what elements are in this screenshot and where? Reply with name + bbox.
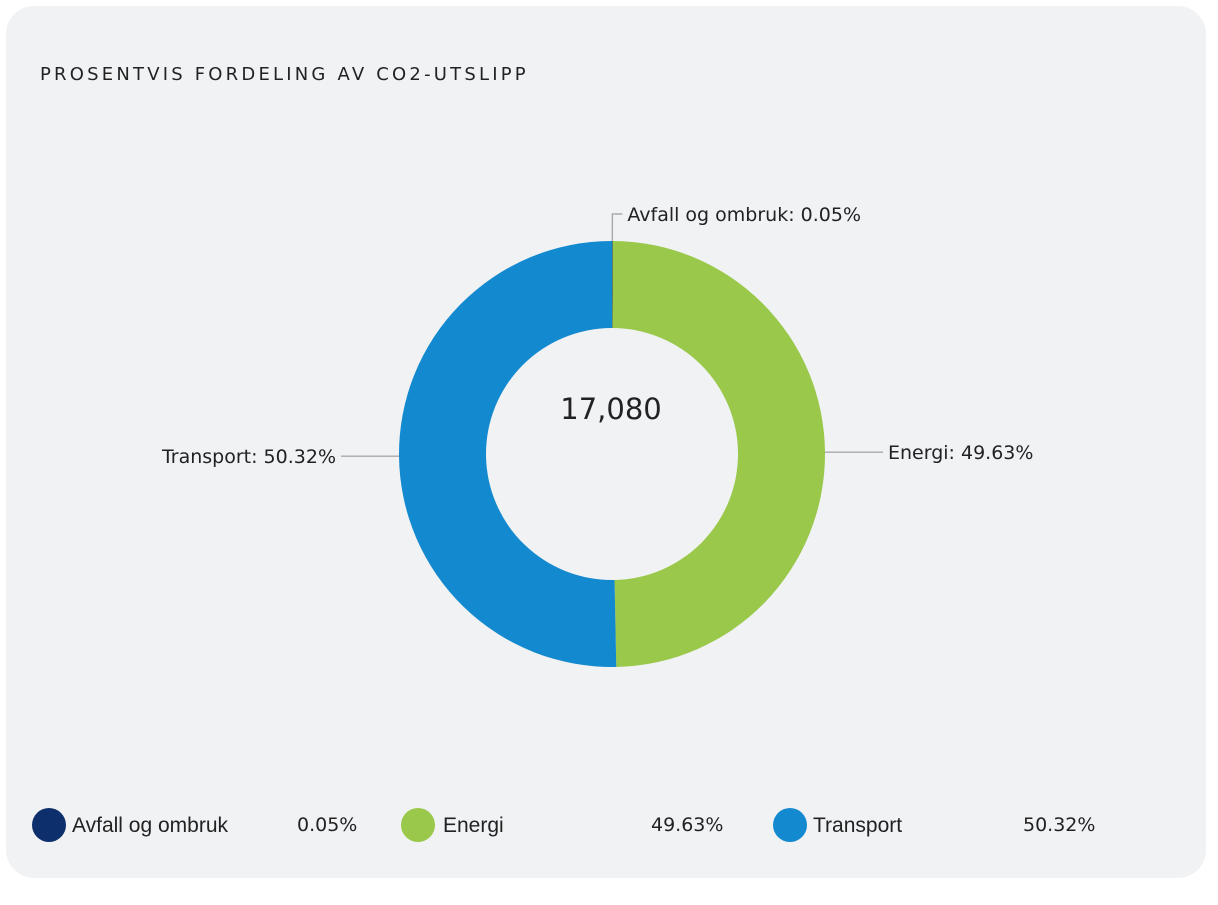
legend-swatch — [401, 808, 435, 842]
legend-label: Energi — [443, 814, 504, 837]
legend-item-energi[interactable]: Energi 49.63% — [401, 807, 761, 843]
legend-label: Avfall og ombruk — [72, 814, 229, 837]
slice-energi[interactable] — [612, 241, 826, 667]
chart-title: PROSENTVIS FORDELING AV CO2-UTSLIPP — [40, 64, 529, 85]
slice-avfall-og-ombruk[interactable] — [612, 241, 613, 329]
leader-line-avfall-og-ombruk — [611, 213, 623, 242]
chart-card: PROSENTVIS FORDELING AV CO2-UTSLIPP — [6, 6, 1206, 878]
legend-value: 49.63% — [651, 814, 724, 836]
slice-labels: Avfall og ombruk: 0.05% Energi: 49.63% Tra… — [161, 204, 1033, 468]
legend-value: 0.05% — [297, 814, 358, 836]
legend-swatch — [773, 808, 807, 842]
legend-item-transport[interactable]: Transport 50.32% — [773, 807, 1133, 843]
slice-transport[interactable] — [399, 241, 617, 668]
slice-label-energi: Energi: 49.63% — [888, 442, 1033, 464]
center-total: 17,080 — [560, 392, 661, 426]
leader-lines — [341, 213, 883, 457]
legend-value: 50.32% — [1023, 814, 1096, 836]
slice-label-transport: Transport: 50.32% — [161, 446, 336, 468]
slice-label-avfall-og-ombruk: Avfall og ombruk: 0.05% — [627, 204, 861, 226]
legend-item-avfall-og-ombruk[interactable]: Avfall og ombruk 0.05% — [32, 807, 392, 843]
donut-slices — [399, 241, 826, 668]
legend-label: Transport — [813, 814, 903, 837]
legend-swatch — [32, 808, 66, 842]
